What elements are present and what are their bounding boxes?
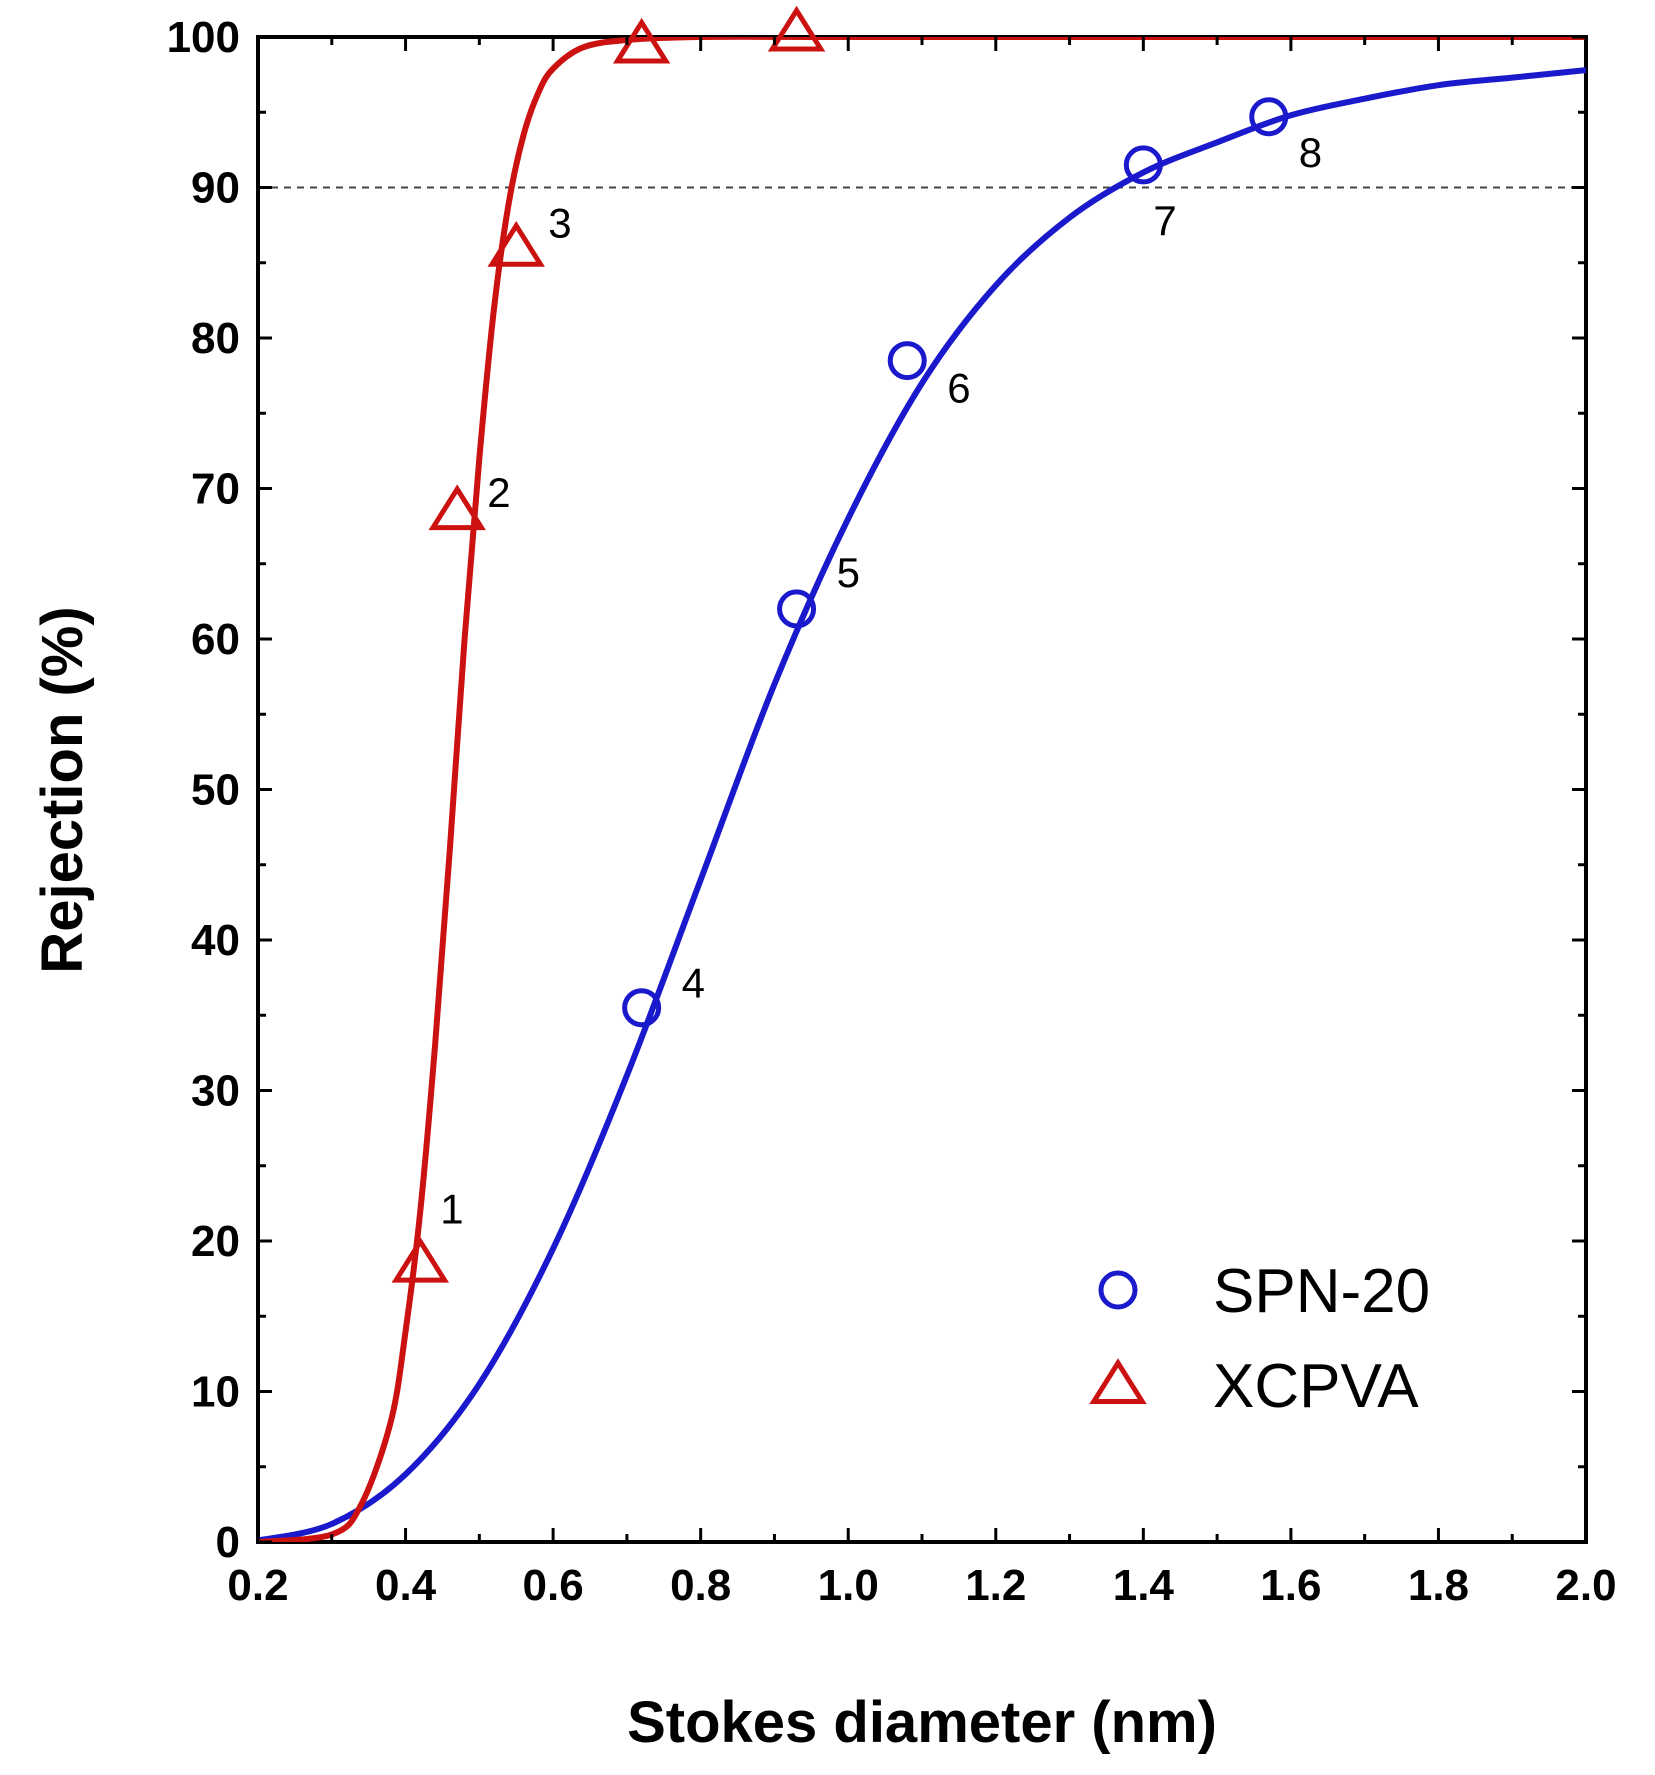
point-label-spn-20: 4 (682, 960, 705, 1007)
x-tick-label: 0.8 (670, 1561, 731, 1610)
data-point-spn-20 (887, 341, 927, 381)
point-label-spn-20: 5 (837, 549, 860, 596)
x-tick-label: 2.0 (1555, 1561, 1616, 1610)
x-tick-label: 0.4 (375, 1561, 437, 1610)
y-tick-label: 0 (216, 1518, 240, 1567)
x-tick-label: 1.8 (1408, 1561, 1469, 1610)
point-label-spn-20: 7 (1153, 197, 1176, 244)
point-label-spn-20: 8 (1299, 129, 1322, 176)
y-tick-label: 80 (191, 314, 240, 363)
x-tick-label: 1.6 (1260, 1561, 1321, 1610)
legend-label-xcpva: XCPVA (1213, 1352, 1419, 1421)
legend-label-spn-20: SPN-20 (1213, 1257, 1430, 1326)
y-tick-label: 70 (191, 465, 240, 514)
x-axis-title: Stokes diameter (nm) (627, 1690, 1217, 1755)
y-tick-label: 90 (191, 164, 240, 213)
x-tick-label: 0.6 (523, 1561, 584, 1610)
point-label-spn-20: 6 (947, 365, 970, 412)
y-axis-title: Rejection (%) (30, 606, 95, 973)
data-point-spn-20 (1249, 97, 1289, 137)
fit-curve-xcpva (258, 37, 1586, 1542)
data-point-xcpva (428, 484, 486, 531)
point-label-xcpva: 1 (440, 1186, 463, 1233)
data-point-xcpva (487, 221, 545, 267)
point-label-xcpva: 2 (487, 469, 510, 516)
x-tick-label: 0.2 (227, 1561, 288, 1610)
x-tick-label: 1.2 (965, 1561, 1026, 1610)
data-point-spn-20 (1123, 145, 1163, 185)
data-point-spn-20 (622, 988, 662, 1028)
y-tick-label: 30 (191, 1067, 240, 1116)
y-tick-label: 100 (167, 13, 240, 62)
point-label-xcpva: 3 (548, 200, 571, 247)
data-point-xcpva (767, 5, 826, 52)
fit-curve-spn-20 (258, 67, 1586, 1542)
y-tick-label: 10 (191, 1368, 240, 1417)
y-tick-label: 50 (191, 766, 240, 815)
y-tick-label: 40 (191, 916, 240, 965)
data-point-xcpva (612, 17, 671, 64)
y-tick-label: 60 (191, 615, 240, 664)
data-point-spn-20 (777, 589, 817, 629)
y-tick-label: 20 (191, 1217, 240, 1266)
x-tick-label: 1.4 (1113, 1561, 1175, 1610)
data-point-xcpva (391, 1236, 450, 1283)
legend-marker-spn-20 (1098, 1270, 1138, 1310)
legend-marker-xcpva (1089, 1358, 1147, 1404)
legend: SPN-20 XCPVA (1089, 1257, 1430, 1421)
x-tick-label: 1.0 (818, 1561, 879, 1610)
